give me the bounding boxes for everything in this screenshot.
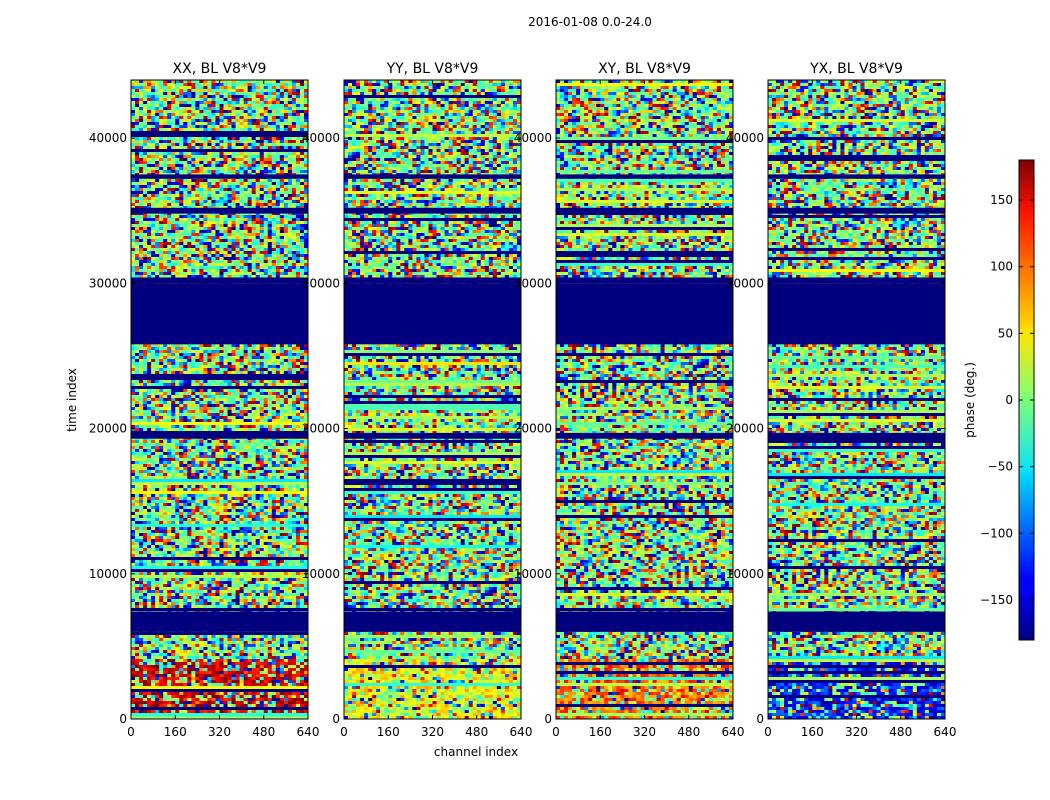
- x-tick-label: 0: [764, 725, 772, 739]
- heatmap-3: [768, 80, 945, 719]
- colorbar-tick-label: 50: [998, 326, 1013, 340]
- y-axis-label: time index: [65, 368, 79, 432]
- panel-1: YY, BL V8*V9 0 160 320 480 640 0 10000 20000 3000…: [302, 61, 533, 739]
- x-axis-label: channel index: [434, 745, 518, 759]
- y-tick-label: 0: [756, 712, 764, 726]
- y-tick-label: 40000: [302, 131, 340, 145]
- x-tick-label: 480: [889, 725, 912, 739]
- x-tick-label: 480: [465, 725, 488, 739]
- x-tick-label: 160: [589, 725, 612, 739]
- panel-0: XX, BL V8*V9 0 160 320 480 640 0 10000 20000 3000…: [89, 61, 320, 739]
- x-tick-label: 640: [510, 725, 533, 739]
- colorbar-ticks: 150 100 50 0 −50 −100 −150: [980, 193, 1034, 607]
- panel-3: YX, BL V8*V9 0 160 320 480 640 0 10000 20000 3000…: [726, 61, 957, 739]
- colorbar-tick-label: −50: [988, 460, 1013, 474]
- x-tick-label: 480: [252, 725, 275, 739]
- y-tick-label: 40000: [726, 131, 764, 145]
- y-tick-label: 40000: [514, 131, 552, 145]
- y-tick-label: 20000: [89, 422, 127, 436]
- heatmap-1: [344, 80, 521, 719]
- colorbar-tick-label: 0: [1005, 393, 1013, 407]
- x-tick-label: 0: [552, 725, 560, 739]
- y-tick-label: 30000: [89, 276, 127, 290]
- x-tick-label: 160: [801, 725, 824, 739]
- y-tick-label: 0: [332, 712, 340, 726]
- panels: XX, BL V8*V9 0 160 320 480 640 0 10000 20000 3000…: [89, 61, 957, 739]
- y-tick-label: 30000: [514, 276, 552, 290]
- y-tick-label: 20000: [302, 422, 340, 436]
- colorbar: 150 100 50 0 −50 −100 −150 phase (deg.): [963, 159, 1035, 641]
- heatmap-0: [131, 80, 308, 719]
- panel-title: XX, BL V8*V9: [173, 61, 267, 77]
- x-tick-label: 640: [934, 725, 957, 739]
- x-tick-label: 0: [340, 725, 348, 739]
- colorbar-tick-label: −150: [980, 593, 1013, 607]
- y-tick-label: 10000: [514, 567, 552, 581]
- x-tick-label: 0: [127, 725, 135, 739]
- x-tick-label: 640: [722, 725, 745, 739]
- y-tick-label: 40000: [89, 131, 127, 145]
- y-tick-label: 0: [119, 712, 127, 726]
- y-tick-label: 20000: [726, 422, 764, 436]
- figure-suptitle: 2016-01-08 0.0-24.0: [528, 15, 652, 29]
- x-tick-label: 320: [421, 725, 444, 739]
- panel-title: XY, BL V8*V9: [598, 61, 691, 77]
- colorbar-label: phase (deg.): [963, 362, 977, 438]
- x-tick-label: 480: [677, 725, 700, 739]
- x-tick-label: 320: [208, 725, 231, 739]
- y-tick-label: 10000: [89, 567, 127, 581]
- x-tick-label: 160: [377, 725, 400, 739]
- x-tick-label: 320: [845, 725, 868, 739]
- y-tick-label: 30000: [302, 276, 340, 290]
- y-tick-label: 10000: [302, 567, 340, 581]
- colorbar-tick-label: 100: [990, 260, 1013, 274]
- y-tick-label: 30000: [726, 276, 764, 290]
- y-tick-label: 10000: [726, 567, 764, 581]
- colorbar-tick-label: 150: [990, 193, 1013, 207]
- colorbar-tick-label: −100: [980, 526, 1013, 540]
- heatmap-2: [556, 80, 733, 719]
- panel-title: YY, BL V8*V9: [386, 61, 479, 77]
- y-tick-label: 0: [544, 712, 552, 726]
- y-tick-label: 20000: [514, 422, 552, 436]
- x-tick-label: 640: [297, 725, 320, 739]
- panel-2: XY, BL V8*V9 0 160 320 480 640 0 10000 20000 3000…: [514, 61, 745, 739]
- panel-title: YX, BL V8*V9: [809, 61, 903, 77]
- x-tick-label: 160: [164, 725, 187, 739]
- x-tick-label: 320: [633, 725, 656, 739]
